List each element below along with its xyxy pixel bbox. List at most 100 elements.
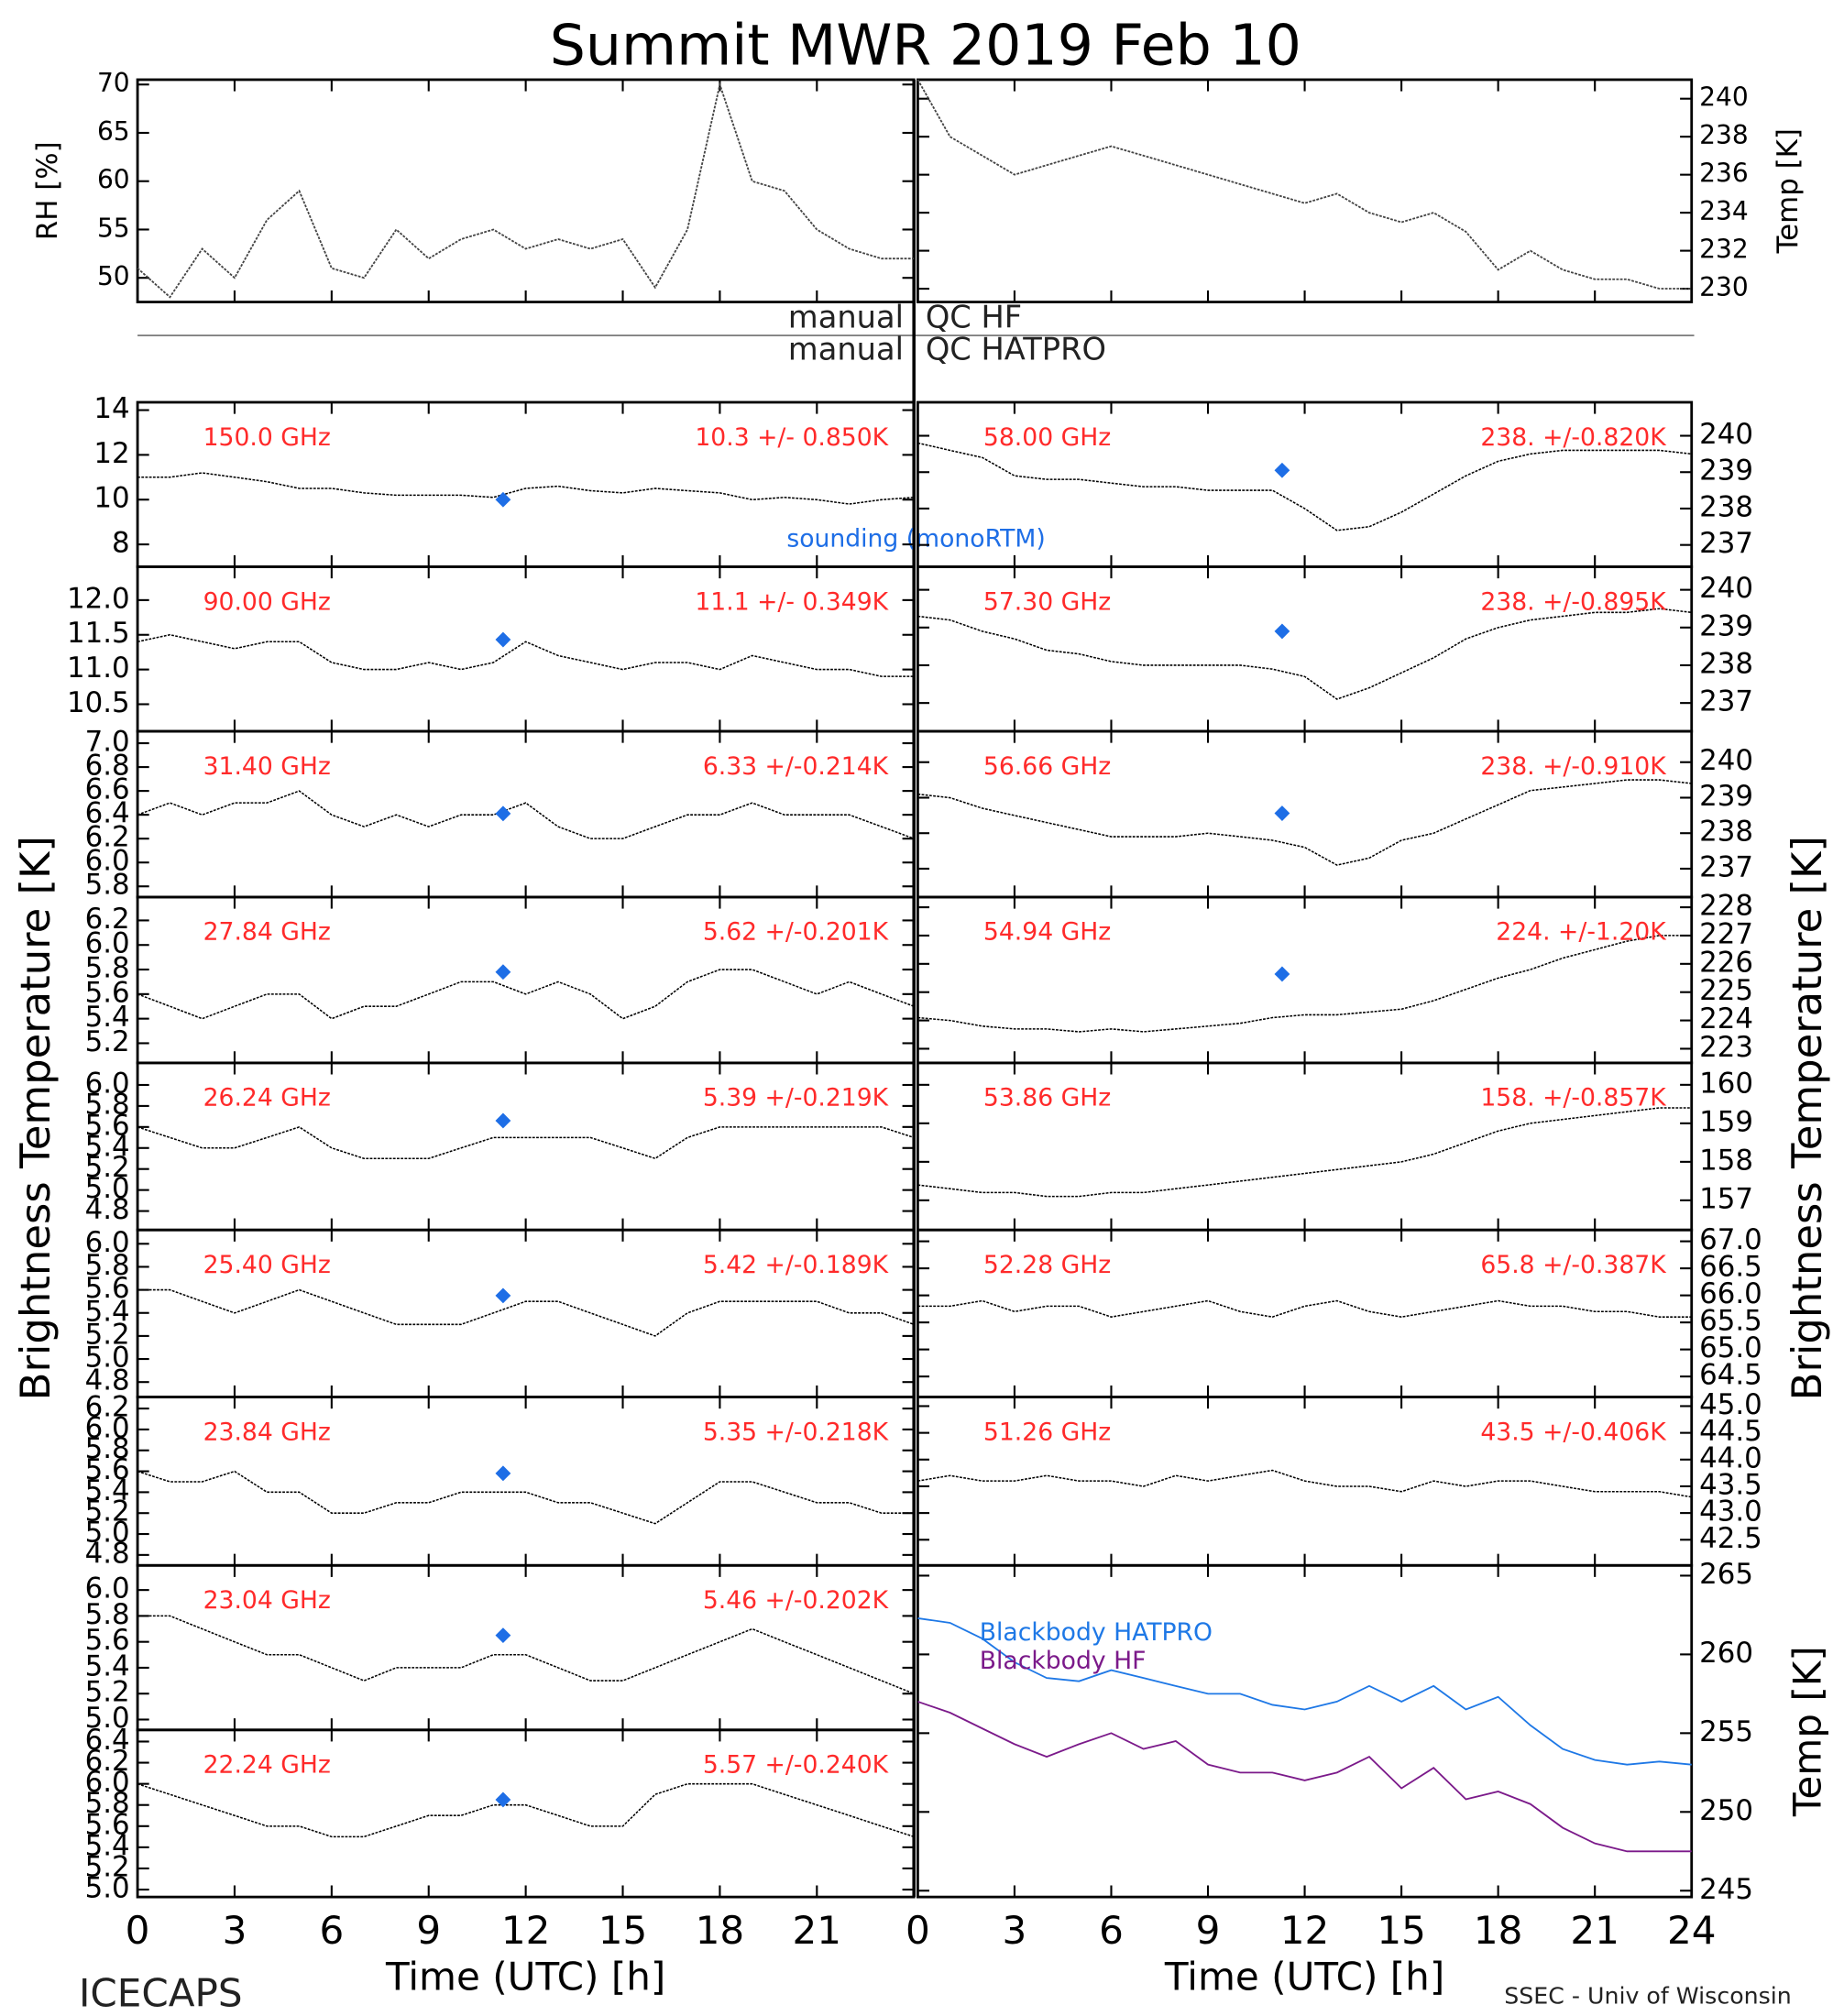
y-tick-label: 5.8	[85, 1787, 130, 1820]
y-tick-label: 12.0	[67, 582, 130, 615]
channel-label: 51.26 GHz	[983, 1418, 1111, 1446]
y-tick-label: 255	[1699, 1715, 1753, 1748]
y-tick-label: 5.2	[85, 1318, 130, 1351]
y-tick-label: 223	[1699, 1031, 1753, 1064]
y-tick-label: 70	[97, 68, 130, 98]
x-tick-label: 12	[501, 1908, 551, 1953]
channel-stats: 65.8 +/-0.387K	[1480, 1251, 1667, 1279]
y-tick-label: 237	[1699, 527, 1753, 560]
y-tick-label: 6.8	[85, 750, 130, 783]
sounding-label: sounding (monoRTM)	[786, 525, 1045, 553]
y-tick-label: 227	[1699, 917, 1753, 950]
y-tick-label: 11.0	[67, 652, 130, 685]
channel-stats: 5.42 +/-0.189K	[703, 1251, 890, 1279]
data-line	[917, 442, 1692, 531]
y-tick-label: 5.8	[85, 1249, 130, 1282]
y-tick-label: 5.0	[85, 1342, 130, 1375]
y-tick-label: 238	[1699, 647, 1753, 680]
y-tick-label: 14	[93, 392, 129, 425]
sounding-point	[495, 491, 511, 508]
channel-stats: 5.57 +/-0.240K	[703, 1751, 890, 1780]
y-tick-label: 5.4	[85, 1001, 130, 1034]
channel-stats: 10.3 +/- 0.850K	[695, 423, 889, 452]
y-tick-label: 238	[1699, 120, 1749, 150]
y-tick-label: 6.0	[85, 1572, 130, 1605]
y-tick-label: 239	[1699, 780, 1753, 813]
data-line	[137, 1615, 915, 1694]
y-tick-label: 11.5	[67, 617, 130, 650]
y-tick-label: 5.2	[85, 1151, 130, 1184]
channel-label: 52.28 GHz	[983, 1251, 1111, 1279]
legend-entry: Blackbody HF	[980, 1647, 1147, 1675]
data-line	[917, 1299, 1692, 1318]
panel-frame	[916, 78, 1694, 303]
y-tick-label: 6.0	[85, 927, 130, 960]
data-line	[137, 472, 915, 505]
x-tick-label: 24	[1667, 1908, 1717, 1953]
x-tick-label: 0	[906, 1908, 930, 1953]
y-tick-label: 60	[97, 165, 130, 195]
y-tick-label: 6.2	[85, 821, 130, 854]
y-tick-label: 66.0	[1699, 1277, 1762, 1310]
y-tick-label: 157	[1699, 1182, 1753, 1215]
y-axis-label: RH [%]	[31, 141, 64, 240]
x-tick-label: 21	[1570, 1908, 1619, 1953]
x-tick-label: 0	[126, 1908, 150, 1953]
channel-label: 90.00 GHz	[203, 587, 331, 616]
x-tick-label: 3	[1003, 1908, 1027, 1953]
qc-label: manual	[788, 299, 904, 334]
y-tick-label: 5.6	[85, 1624, 130, 1657]
sounding-point	[495, 1112, 511, 1129]
channel-stats: 43.5 +/-0.406K	[1480, 1418, 1667, 1446]
x-tick-label: 12	[1280, 1908, 1330, 1953]
channel-stats: 238. +/-0.910K	[1480, 752, 1667, 781]
y-tick-label: 5.8	[85, 869, 130, 902]
y-tick-label: 236	[1699, 159, 1749, 189]
data-line	[917, 779, 1692, 866]
y-tick-label: 237	[1699, 850, 1753, 883]
y-tick-label: 10.5	[67, 686, 130, 719]
data-line	[137, 790, 915, 839]
x-tick-label: 6	[319, 1908, 344, 1953]
channel-stats: 5.46 +/-0.202K	[703, 1586, 890, 1615]
y-tick-label: 6.0	[85, 1766, 130, 1799]
legend-entry: Blackbody HATPRO	[980, 1618, 1213, 1647]
data-line	[917, 608, 1692, 700]
data-line	[916, 79, 1692, 290]
y-axis-label: Brightness Temperature [K]	[1783, 836, 1831, 1400]
channel-label: 23.04 GHz	[203, 1586, 331, 1615]
y-tick-label: 5.6	[85, 1272, 130, 1305]
panel-frame	[136, 78, 916, 303]
y-tick-label: 5.0	[85, 1702, 130, 1735]
channel-label: 25.40 GHz	[203, 1251, 331, 1279]
y-tick-label: 43.5	[1699, 1468, 1762, 1501]
channel-label: 58.00 GHz	[983, 423, 1111, 452]
y-tick-label: 55	[97, 213, 130, 243]
y-axis-label: Brightness Temperature [K]	[11, 836, 60, 1400]
y-tick-label: 5.2	[85, 1496, 130, 1528]
y-tick-label: 67.0	[1699, 1223, 1762, 1256]
x-tick-label: 18	[1474, 1908, 1523, 1953]
x-axis-label: Time (UTC) [h]	[385, 1954, 665, 1999]
y-tick-label: 6.2	[85, 903, 130, 936]
y-tick-label: 5.2	[85, 1676, 130, 1709]
y-tick-label: 238	[1699, 816, 1753, 849]
y-tick-label: 5.2	[85, 1025, 130, 1058]
x-tick-label: 9	[1196, 1908, 1221, 1953]
y-axis-label: Temp [K]	[1784, 1646, 1829, 1817]
channel-label: 27.84 GHz	[203, 918, 331, 947]
y-tick-label: 240	[1699, 744, 1753, 777]
y-tick-label: 4.8	[85, 1193, 130, 1226]
x-tick-label: 3	[223, 1908, 247, 1953]
y-tick-label: 42.5	[1699, 1522, 1762, 1555]
sounding-point	[495, 1465, 511, 1482]
y-tick-label: 225	[1699, 974, 1753, 1007]
sounding-point	[1274, 966, 1290, 982]
sounding-point	[495, 1791, 511, 1808]
x-tick-label: 21	[793, 1908, 842, 1953]
y-tick-label: 232	[1699, 235, 1749, 265]
y-tick-label: 5.4	[85, 1130, 130, 1163]
qc-label: QC HATPRO	[926, 331, 1106, 367]
y-tick-label: 158	[1699, 1144, 1753, 1177]
